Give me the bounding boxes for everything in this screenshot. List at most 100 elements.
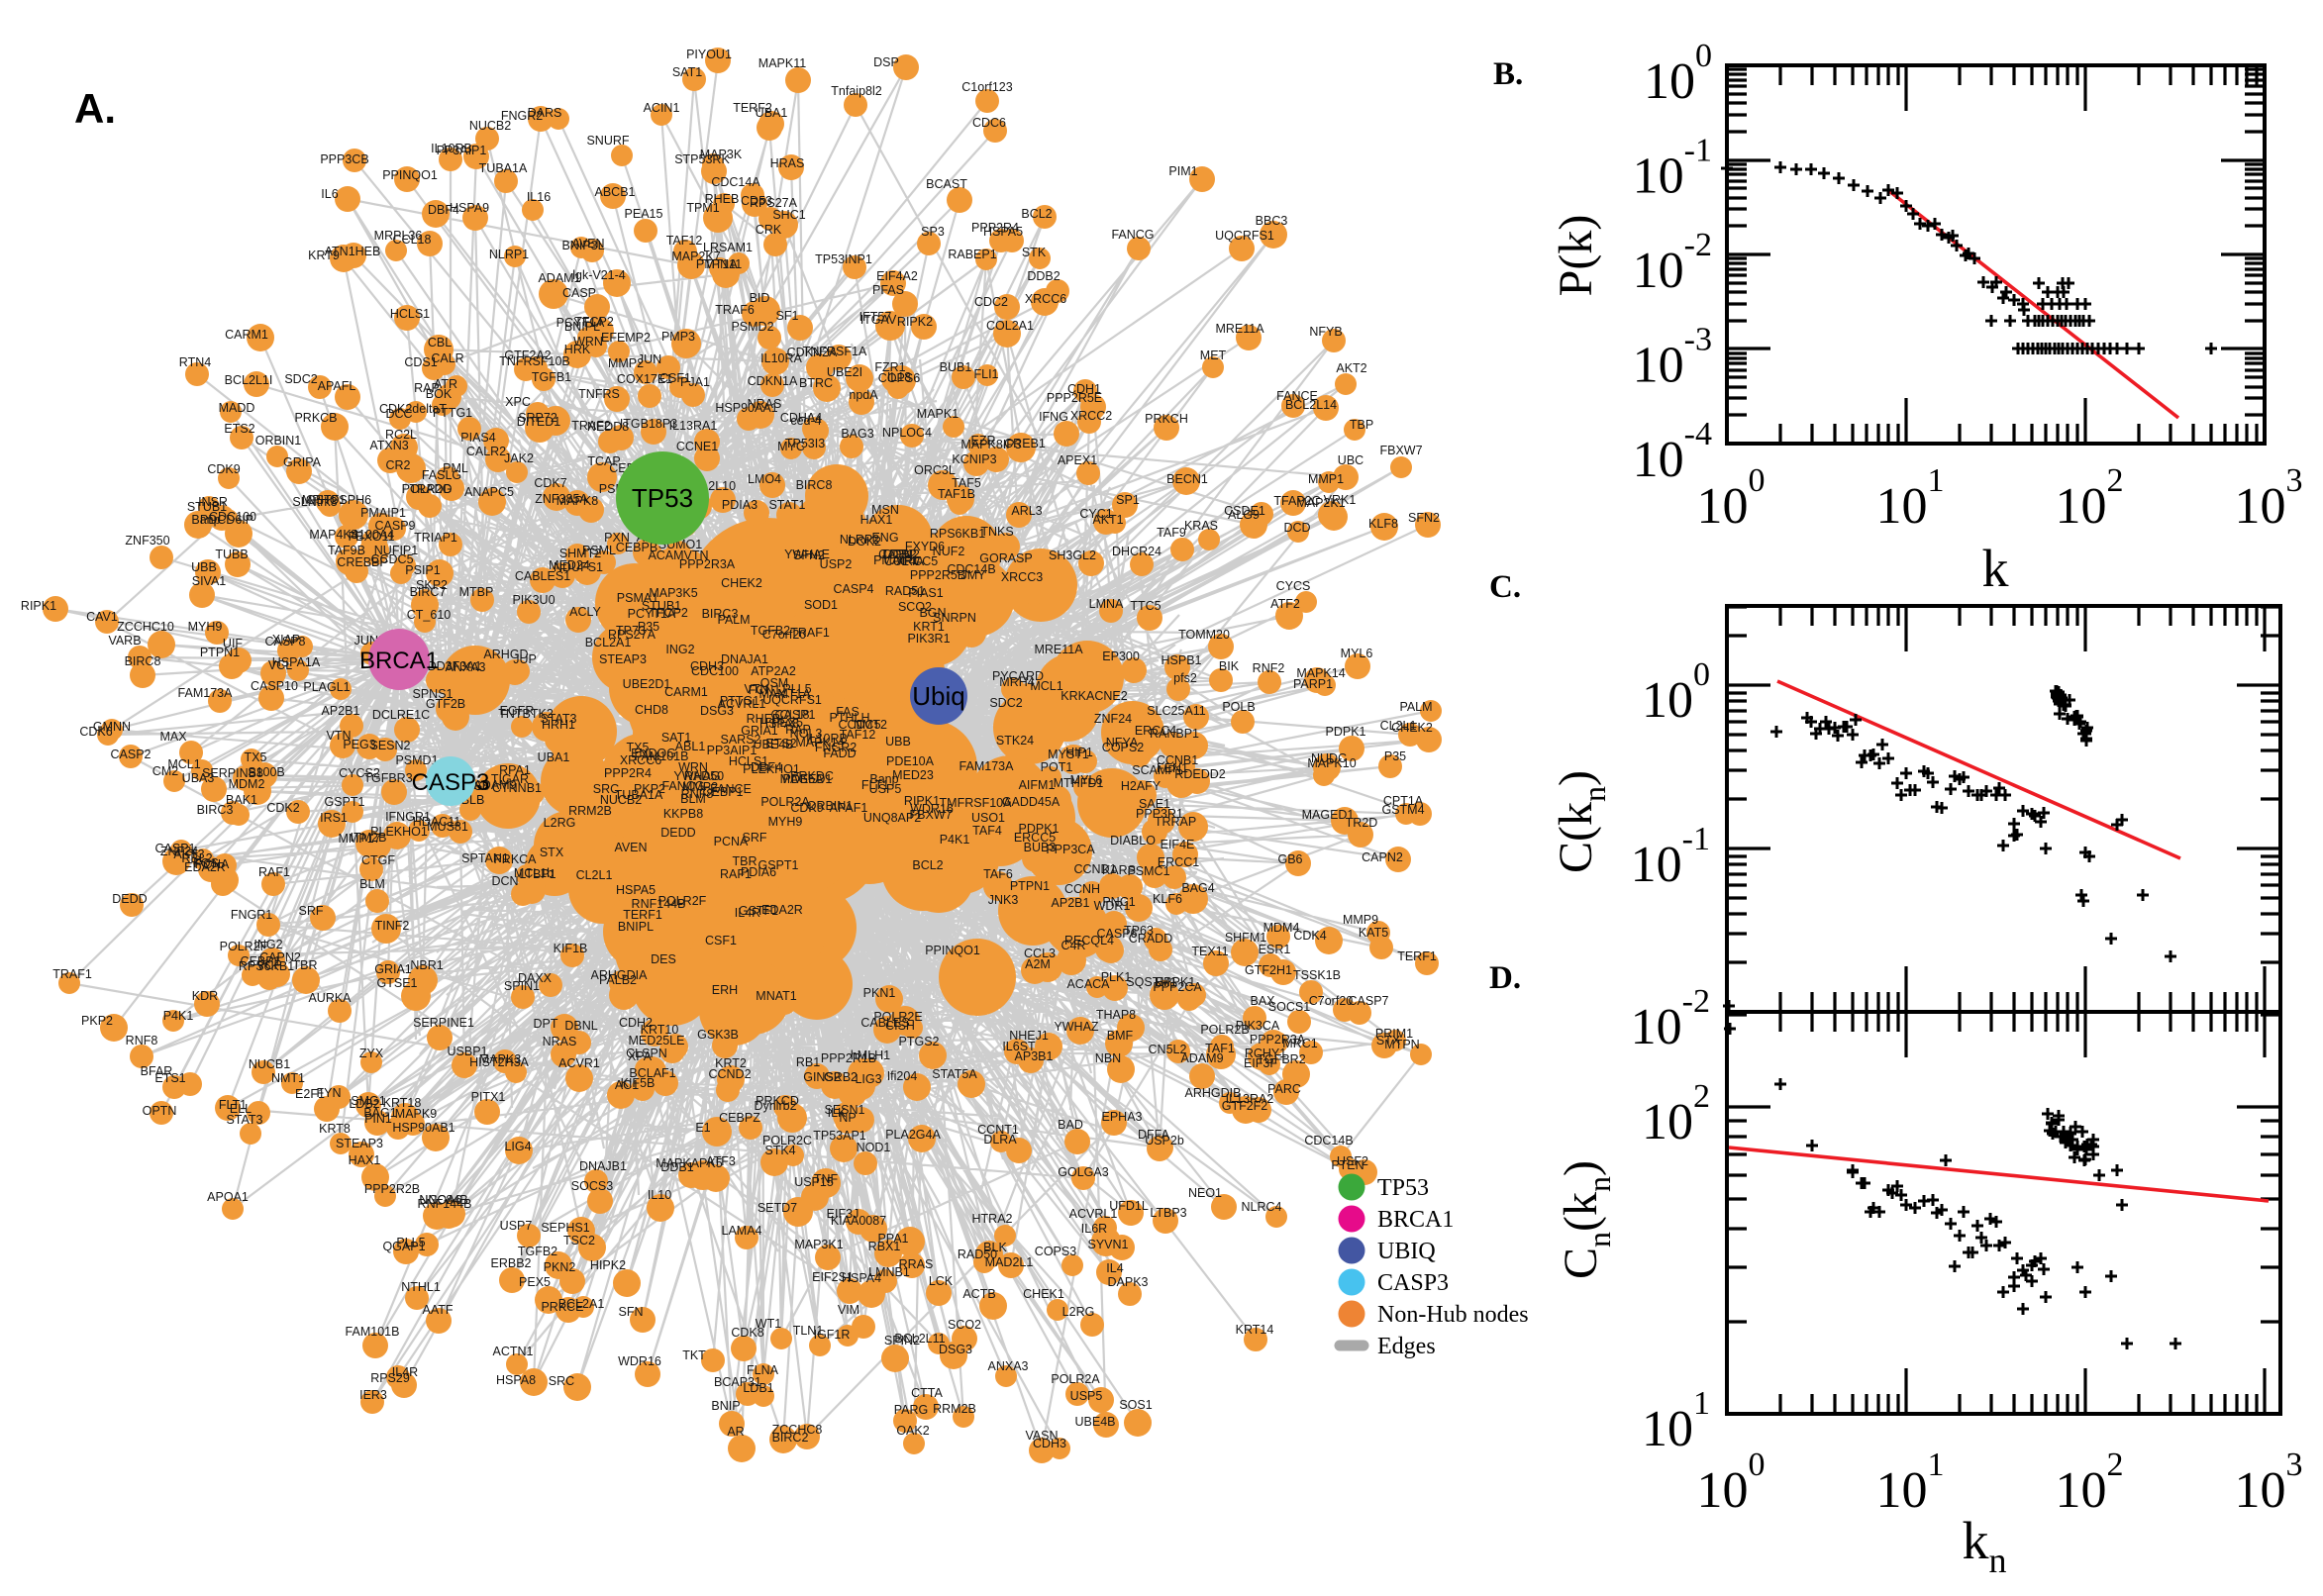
svg-text:TNFRSF10B: TNFRSF10B [499,354,570,368]
svg-text:Ifi204: Ifi204 [887,1069,918,1083]
svg-text:NEDD8: NEDD8 [587,420,629,434]
svg-text:NCOA6: NCOA6 [419,1193,461,1207]
svg-text:FLT1: FLT1 [219,1098,247,1112]
svg-text:NOL3: NOL3 [790,727,823,741]
svg-text:STAT5A: STAT5A [932,1067,977,1081]
svg-text:SETD7: SETD7 [758,1201,797,1215]
svg-text:TGFB2: TGFB2 [518,1245,557,1258]
svg-text:ZNF24: ZNF24 [160,845,198,858]
svg-text:EIF4E: EIF4E [1161,838,1195,851]
svg-text:TP53: TP53 [632,483,693,513]
svg-text:PTHLH: PTHLH [830,711,870,725]
svg-text:HDAC11: HDAC11 [413,815,460,829]
svg-text:PDPK1: PDPK1 [1019,822,1060,836]
svg-text:DITED1: DITED1 [517,415,561,429]
svg-text:SHMT2: SHMT2 [559,547,601,560]
svg-text:PARP1: PARP1 [1293,677,1333,691]
svg-text:BIRC2: BIRC2 [772,1431,809,1445]
svg-text:UQCRFS1: UQCRFS1 [762,693,822,707]
svg-text:PPINQO1: PPINQO1 [925,944,980,957]
svg-text:ZNF350: ZNF350 [125,534,169,548]
svg-text:TRAF2: TRAF2 [571,419,611,433]
svg-text:RAP: RAP [785,723,811,737]
svg-text:ITM2B: ITM2B [351,831,387,845]
svg-text:TAF9B: TAF9B [328,544,365,557]
svg-text:SF1: SF1 [776,309,799,323]
svg-text:CABLES1: CABLES1 [515,569,570,583]
svg-text:PKN2: PKN2 [544,1260,576,1274]
svg-text:ORBIN1: ORBIN1 [255,434,302,448]
svg-text:CDC100: CDC100 [209,510,256,524]
svg-text:SAT1: SAT1 [661,731,691,745]
svg-text:FNGR2: FNGR2 [815,741,857,754]
svg-text:RANBP1: RANBP1 [1150,727,1199,741]
svg-text:KDR: KDR [192,989,218,1003]
svg-text:TSSK1B: TSSK1B [1293,968,1341,982]
svg-text:RCHY1: RCHY1 [1245,1047,1286,1060]
svg-text:MYST1: MYST1 [1048,748,1089,761]
svg-text:ITGB18P3: ITGB18P3 [620,417,677,431]
svg-text:CCNE1: CCNE1 [676,440,718,453]
svg-text:PRKCE: PRKCE [541,1300,583,1314]
svg-text:XRCC6: XRCC6 [1025,292,1066,306]
svg-text:BIRC8: BIRC8 [796,478,833,492]
svg-text:BCL2: BCL2 [1021,207,1052,221]
svg-text:MMP9: MMP9 [1343,913,1378,927]
svg-text:PMP3: PMP3 [661,330,695,344]
svg-text:MRE11A: MRE11A [1034,643,1083,656]
svg-text:RBX1: RBX1 [868,1240,901,1253]
svg-text:FADD: FADD [823,747,856,760]
svg-text:CCND2: CCND2 [708,1067,751,1081]
svg-text:WRN: WRN [678,760,708,774]
svg-text:SAE1: SAE1 [1139,797,1170,811]
svg-text:ITGAV: ITGAV [860,313,897,327]
svg-text:MAPK10: MAPK10 [1307,756,1356,770]
svg-text:MED25LE: MED25LE [629,1034,685,1047]
svg-text:E2F1: E2F1 [295,1087,325,1101]
svg-text:TGFBR2: TGFBR2 [1257,1052,1305,1066]
svg-text:CCNH: CCNH [1064,882,1100,896]
svg-text:MET: MET [1200,349,1227,362]
svg-text:OAK2: OAK2 [896,1424,929,1438]
svg-text:FBXW7: FBXW7 [909,808,952,822]
svg-text:GORASP: GORASP [979,551,1033,565]
svg-text:DSG3: DSG3 [939,1343,972,1356]
svg-text:ESR1: ESR1 [1259,943,1291,956]
svg-text:NPLOC4: NPLOC4 [882,426,932,440]
svg-text:TRAF6: TRAF6 [715,303,755,317]
svg-text:HTRA2: HTRA2 [972,1212,1013,1226]
svg-text:MAPK11: MAPK11 [758,56,806,70]
svg-text:IL10RA: IL10RA [760,351,802,365]
svg-text:NP: NP [839,1111,856,1125]
svg-text:POLR2C: POLR2C [762,1134,812,1147]
svg-text:LIG4: LIG4 [504,1140,531,1153]
svg-text:AC1: AC1 [615,1078,639,1092]
svg-text:PPP2R4: PPP2R4 [971,221,1019,235]
svg-text:TRRAP: TRRAP [1155,815,1196,829]
svg-text:TFCP2: TFCP2 [574,315,614,329]
svg-text:TGFBR3: TGFBR3 [363,771,412,785]
svg-text:KRT2: KRT2 [715,1056,747,1070]
svg-text:Dynlrb2: Dynlrb2 [754,1099,796,1113]
svg-text:PEA15: PEA15 [625,207,663,221]
svg-text:ZCCHC8: ZCCHC8 [772,1423,823,1437]
svg-text:BRCA1: BRCA1 [359,648,439,674]
svg-text:IL6: IL6 [321,187,338,201]
svg-text:CASP7: CASP7 [1349,994,1389,1008]
svg-text:PALM: PALM [717,613,750,627]
svg-text:CD53: CD53 [741,194,772,208]
svg-text:WT1: WT1 [756,1317,781,1331]
svg-text:LRSAM1: LRSAM1 [703,241,753,254]
svg-text:DCN: DCN [491,874,518,888]
svg-text:TINF2: TINF2 [375,919,410,933]
svg-text:LTBP3: LTBP3 [1150,1206,1186,1220]
svg-text:BAG3: BAG3 [841,427,873,441]
svg-text:CDC14B: CDC14B [947,562,995,576]
svg-text:H2AFY: H2AFY [1121,779,1162,793]
svg-text:EIF3F: EIF3F [1244,1056,1277,1070]
svg-text:DFFA: DFFA [1138,1128,1170,1142]
svg-text:APAF1: APAF1 [830,801,868,815]
svg-text:TAF6: TAF6 [983,867,1013,881]
svg-text:CHEK2: CHEK2 [1391,721,1433,735]
svg-text:SIVA1: SIVA1 [192,574,227,588]
